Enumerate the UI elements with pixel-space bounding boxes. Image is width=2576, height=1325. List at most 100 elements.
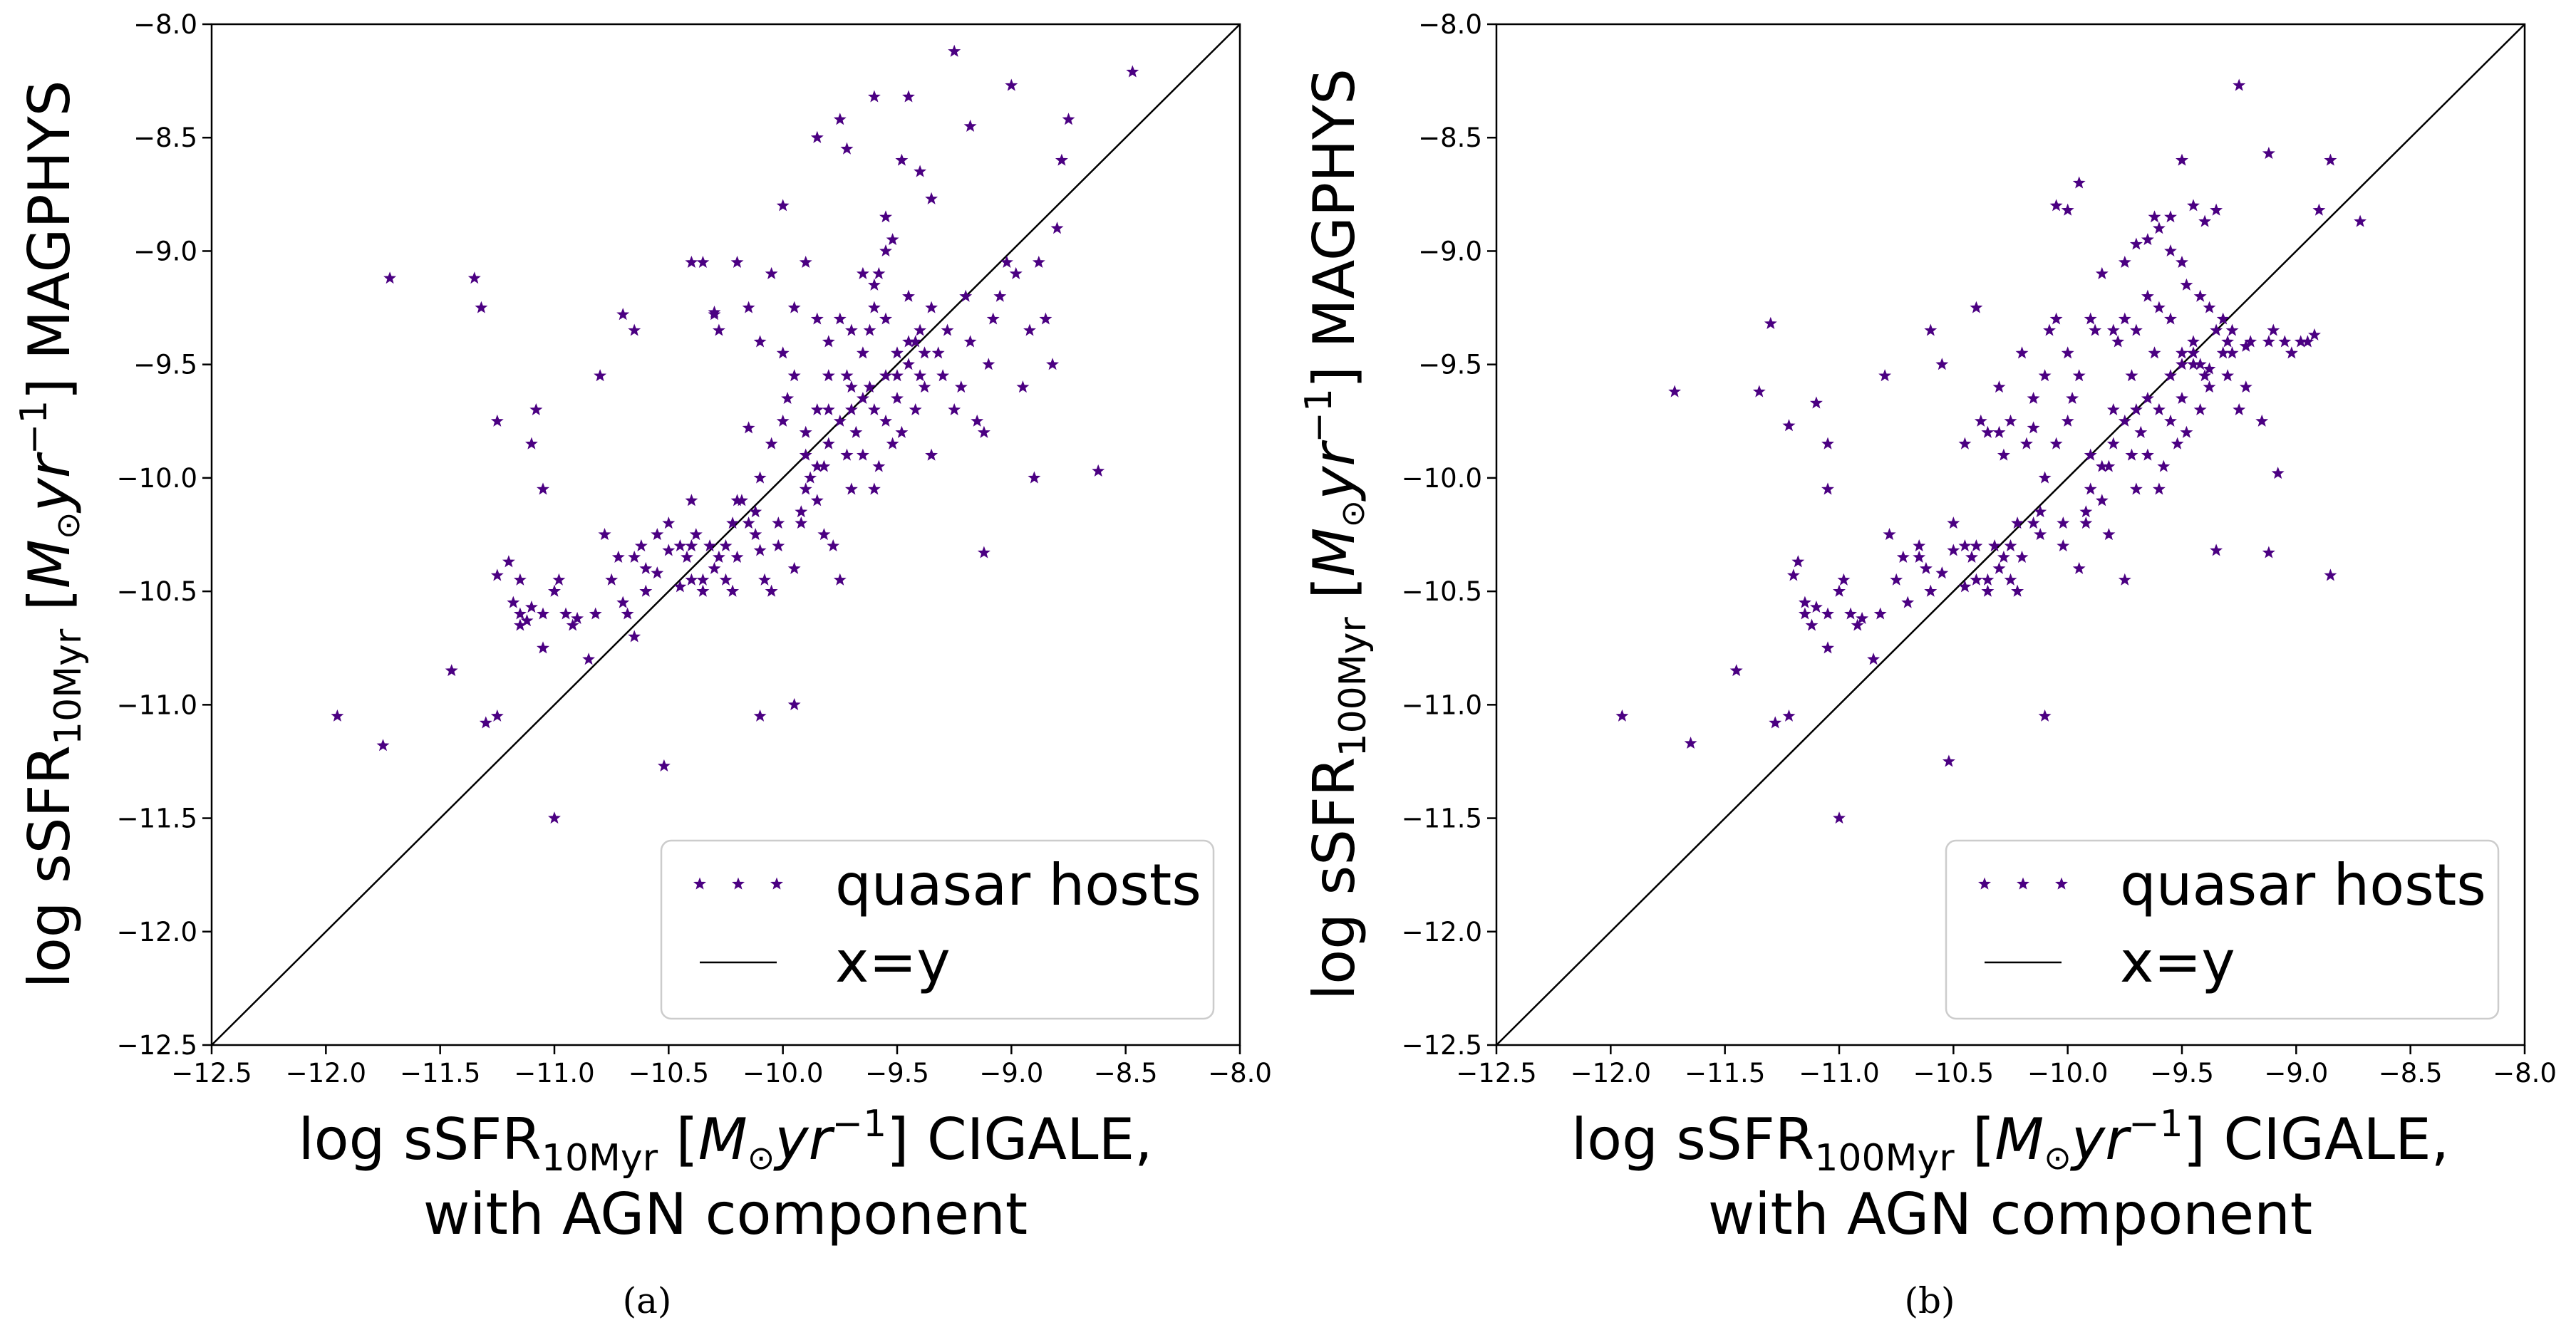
data-point (879, 210, 892, 223)
panel-b: −12.5−12.5 −12.0 −12.0 −11.5 −11.5 −11.0 −11.0… (1298, 9, 2557, 1321)
data-point (2004, 573, 2017, 586)
data-point (2324, 568, 2337, 581)
x-tick-label: −8.5 (2379, 1058, 2443, 1088)
data-point (810, 402, 824, 415)
y-tick-label: −8.0 (133, 9, 197, 40)
data-point (2027, 516, 2040, 529)
plot-frame (210, 23, 1241, 1046)
data-point (2210, 203, 2223, 216)
data-point (879, 312, 892, 325)
y-tick-label: −10.5 (117, 576, 197, 607)
legend-marker-quasar-hosts (1978, 877, 2068, 890)
data-point (963, 119, 977, 132)
y-tick-label: −11.5 (1402, 804, 1482, 834)
y-tick-label: −12.0 (1402, 917, 1482, 947)
data-point (2019, 437, 2033, 450)
data-point (902, 335, 915, 348)
data-point (685, 256, 698, 268)
data-point (948, 402, 961, 415)
data-point (886, 233, 899, 246)
data-point (1958, 539, 1972, 552)
data-point (2239, 339, 2252, 352)
data-point (895, 425, 909, 438)
data-point (925, 448, 938, 461)
data-point (2125, 448, 2138, 461)
data-point (507, 596, 520, 608)
data-point (1786, 568, 1800, 581)
caption-a: (a) (623, 1280, 672, 1321)
scatter-points (1615, 78, 2367, 824)
data-point (2225, 346, 2239, 359)
data-point (1896, 550, 1910, 563)
data-point (959, 289, 973, 302)
data-point (909, 402, 922, 415)
data-point (2176, 346, 2188, 359)
data-point (2072, 369, 2086, 382)
data-point (2084, 482, 2097, 495)
data-point (611, 550, 625, 563)
data-point (749, 505, 762, 518)
data-point (1782, 419, 1796, 432)
data-point (856, 391, 869, 405)
data-point (467, 271, 481, 284)
data-point (856, 346, 869, 359)
data-point (1092, 464, 1105, 477)
data-point (918, 346, 931, 359)
data-point (1958, 580, 1972, 593)
data-point (810, 130, 824, 143)
data-point (2152, 402, 2166, 415)
data-point (776, 199, 790, 212)
data-point (844, 482, 858, 495)
data-point (2095, 266, 2109, 279)
data-point (2171, 437, 2184, 450)
y-tick-label: −9.0 (133, 236, 197, 266)
data-point (1821, 482, 1834, 495)
data-point (2267, 323, 2280, 336)
data-point (925, 301, 938, 313)
data-point (2210, 544, 2223, 556)
data-point (1981, 425, 1995, 438)
data-point (1798, 596, 1811, 608)
data-point (1901, 596, 1915, 608)
data-point (2164, 210, 2177, 223)
data-point (696, 584, 710, 597)
data-point (1844, 607, 1857, 620)
scatter-points (331, 44, 1139, 824)
y-tick-label: −9.0 (1418, 236, 1482, 266)
data-point (1055, 153, 1068, 166)
data-point (2187, 346, 2200, 359)
data-point (2221, 335, 2235, 348)
legend-label-quasar-hosts: quasar hosts (2120, 852, 2486, 918)
data-point (2034, 528, 2047, 541)
data-point (2038, 471, 2052, 484)
data-point (918, 380, 931, 393)
data-point (2221, 369, 2235, 382)
data-point (844, 380, 858, 393)
x-tick-label: −10.0 (743, 1058, 823, 1088)
data-point (867, 90, 881, 103)
panel-a: −12.5−12.5 −12.0 −12.0 −11.5 −11.5 −11.0 −11.0… (13, 9, 1272, 1321)
data-point (2164, 369, 2177, 382)
data-point (914, 165, 927, 177)
data-point (589, 607, 602, 620)
data-point (2015, 346, 2029, 359)
legend-label-identity: x=y (2120, 929, 2235, 995)
data-point (2061, 203, 2074, 216)
data-point (795, 516, 808, 529)
data-point (502, 555, 515, 568)
data-point (1809, 600, 1823, 613)
data-point (810, 494, 824, 506)
data-point (776, 414, 790, 427)
data-point (2203, 362, 2216, 375)
legend-star (770, 877, 783, 890)
legend-label-quasar-hosts: quasar hosts (835, 852, 1201, 918)
legend-star (732, 877, 745, 890)
data-point (2193, 358, 2207, 370)
data-point (566, 618, 579, 631)
data-point (799, 448, 812, 461)
data-point (986, 312, 1000, 325)
data-point (1769, 716, 1782, 729)
data-point (520, 614, 534, 627)
data-point (1046, 358, 1060, 370)
